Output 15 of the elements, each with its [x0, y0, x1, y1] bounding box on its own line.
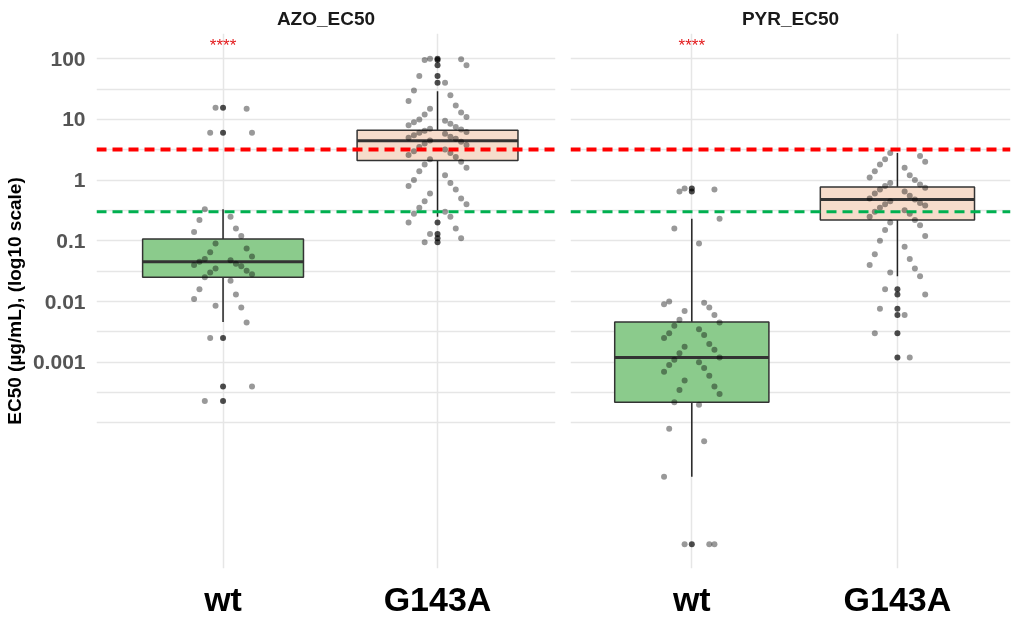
x-tick-label: wt [671, 579, 711, 618]
chart-title: AZO_EC50 [276, 7, 376, 29]
y-tick-label: 1 [73, 168, 86, 192]
annotation: **** [209, 35, 237, 55]
y-tick-label: 0.001 [32, 350, 86, 374]
y-tick-label: 0.01 [44, 289, 86, 313]
annotation: **** [678, 35, 706, 55]
x-tick-label: G143A [843, 579, 952, 618]
chart-title: PYR_EC50 [741, 7, 840, 29]
y-axis-title: EC50 (µg/mL), (log10 scale) [3, 177, 25, 425]
x-tick-label: G143A [383, 579, 492, 618]
y-tick-label: 100 [50, 46, 86, 70]
x-tick-label: wt [203, 579, 242, 618]
y-tick-label: 0.1 [56, 228, 86, 252]
y-tick-label: 10 [62, 107, 86, 131]
